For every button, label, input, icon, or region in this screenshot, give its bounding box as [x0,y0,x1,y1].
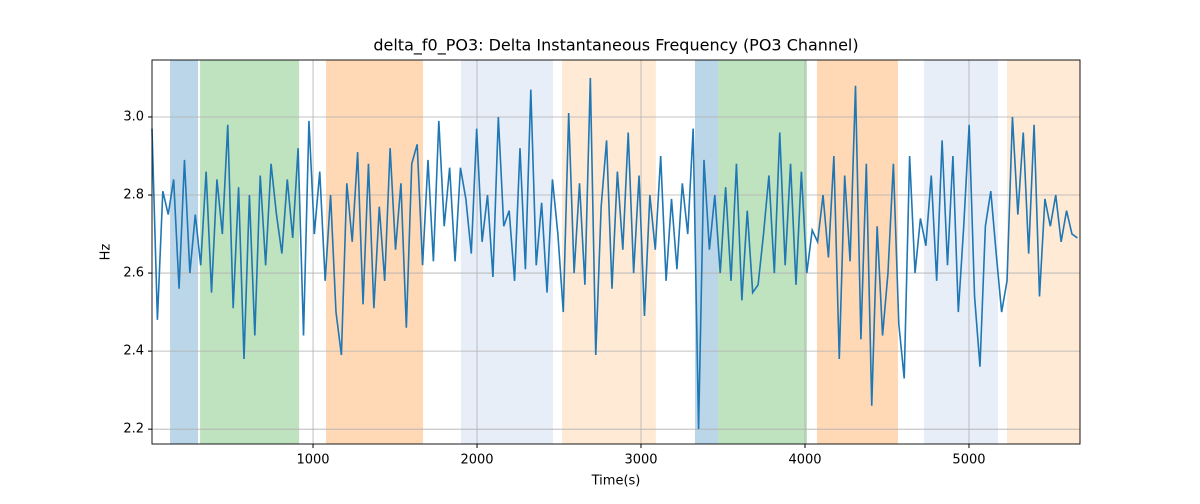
chart-title: delta_f0_PO3: Delta Instantaneous Freque… [373,36,858,56]
plot-frame [151,59,1081,445]
shaded-span [200,60,300,444]
y-tick-label: 2.8 [123,188,144,203]
shaded-span [561,60,656,444]
x-tick-label: 2000 [460,453,493,468]
data-line [151,77,1078,430]
x-tick-label: 4000 [788,453,821,468]
x-tick-label: 1000 [296,453,329,468]
shaded-span [718,60,807,444]
y-tick-label: 2.6 [123,266,144,281]
x-tick-label: 3000 [624,453,657,468]
shaded-span [1007,60,1080,444]
y-tick-label: 3.0 [123,109,144,124]
shaded-span [170,60,199,444]
shaded-span [924,60,999,444]
x-tick-label: 5000 [952,453,985,468]
y-axis-label: Hz [99,244,114,261]
shaded-span [460,60,553,444]
y-tick-label: 2.4 [123,344,144,359]
shaded-span [325,60,424,444]
shaded-span [816,60,898,444]
x-axis-label: Time(s) [591,474,641,489]
y-tick-label: 2.2 [123,422,144,437]
